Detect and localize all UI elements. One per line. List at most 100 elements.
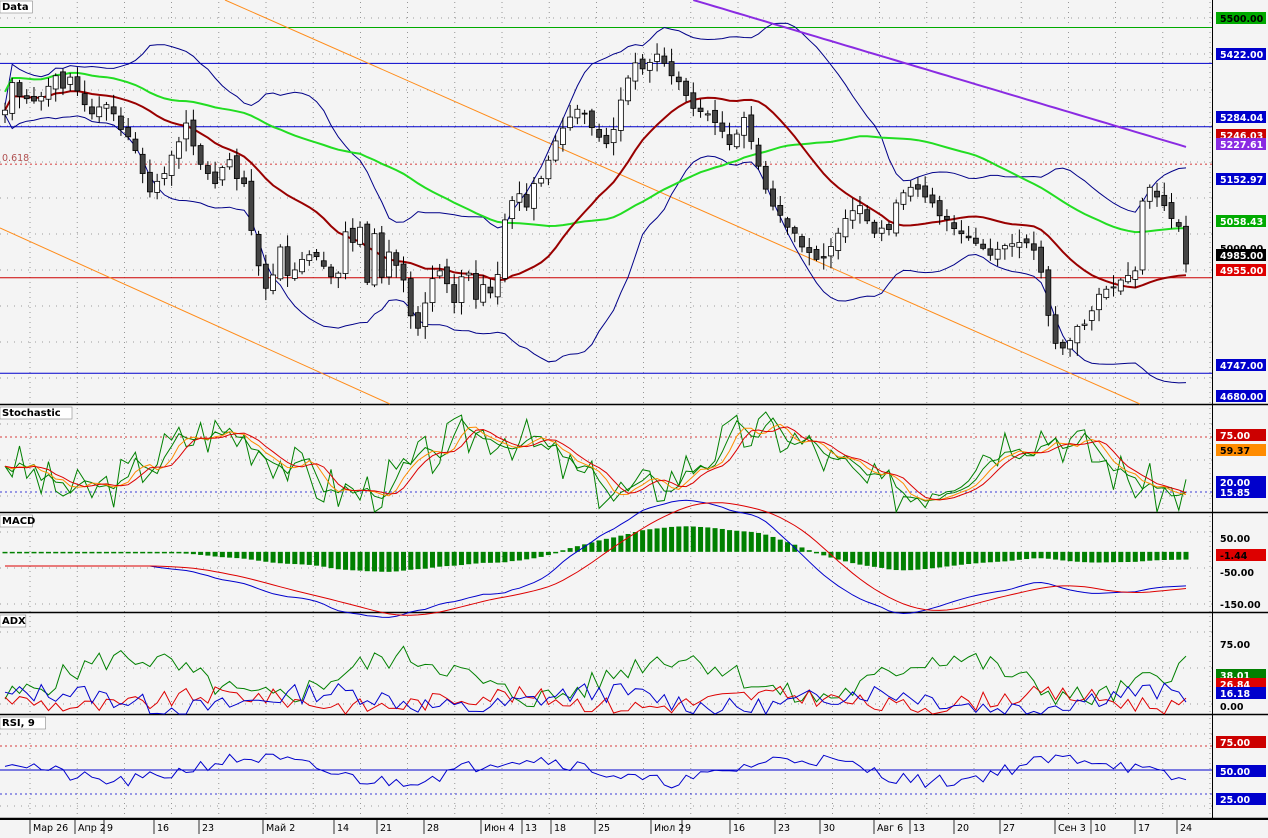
macd-bar xyxy=(343,551,349,570)
macd-bar xyxy=(466,551,472,565)
x-tick-label: 20 xyxy=(957,823,969,834)
macd-bar xyxy=(886,551,892,570)
candle-body xyxy=(1081,323,1088,326)
candle-body xyxy=(965,235,972,239)
x-tick-label: Мар 26 xyxy=(33,823,68,834)
axis-tag-label: 0.00 xyxy=(1220,702,1244,713)
macd-bar xyxy=(937,551,943,568)
macd-bar xyxy=(169,551,175,554)
macd-bar xyxy=(154,551,160,554)
macd-bar xyxy=(734,530,740,552)
stoch-line xyxy=(4,426,1187,501)
axis-tag: 5227.61 xyxy=(1216,138,1266,151)
macd-bar xyxy=(9,551,15,554)
axis-tag-label: 4985.00 xyxy=(1220,251,1264,262)
macd-bar xyxy=(553,551,559,554)
candle-body xyxy=(190,119,197,147)
candle-body xyxy=(813,249,820,260)
candle-body xyxy=(915,184,921,190)
candle-body xyxy=(328,266,334,278)
candle-body xyxy=(799,236,805,248)
axis-tag: 4955.00 xyxy=(1216,264,1266,277)
panel-data-frame xyxy=(0,2,1268,406)
candle-body xyxy=(770,188,776,207)
candle-body xyxy=(588,110,595,129)
macd-bar xyxy=(111,551,117,554)
candle-body xyxy=(161,173,168,179)
candle-body xyxy=(559,127,566,145)
candle-body xyxy=(1110,286,1117,289)
candle-body xyxy=(632,62,639,82)
ma-purple-line xyxy=(693,0,1187,148)
macd-bar xyxy=(60,551,66,554)
macd-bar xyxy=(212,551,218,557)
macd-bar xyxy=(915,551,921,570)
candle-body xyxy=(400,263,407,281)
axis-tag-label: 59.37 xyxy=(1220,446,1250,457)
candle-body xyxy=(806,247,813,253)
candle-body xyxy=(125,126,132,138)
panel-title: Stochastic xyxy=(0,406,73,420)
macd-bar xyxy=(632,532,638,552)
x-tick-label: Авг 6 xyxy=(877,823,903,834)
macd-bar xyxy=(871,551,877,567)
adx-line xyxy=(4,645,1187,708)
candle-body xyxy=(1074,326,1081,344)
macd-bar xyxy=(444,551,450,567)
macd-bar xyxy=(24,551,30,554)
macd-bar xyxy=(900,551,906,571)
axis-tag-label: 5058.43 xyxy=(1220,217,1263,228)
macd-bar xyxy=(1024,551,1030,560)
macd-bar xyxy=(1074,551,1080,562)
macd-bar xyxy=(813,551,819,554)
axis-tag-label: 20.00 xyxy=(1220,478,1250,489)
x-tick-label: 17 xyxy=(1138,823,1150,834)
x-tick-label: 14 xyxy=(337,823,349,834)
macd-bar xyxy=(1183,551,1189,560)
panel-title-text: RSI, 9 xyxy=(2,718,35,729)
macd-bar xyxy=(357,551,363,571)
x-tick-label: 18 xyxy=(554,823,566,834)
panel-adx-frame xyxy=(0,616,1268,716)
candle-body xyxy=(581,112,588,115)
axis-tag: 0.00 xyxy=(1220,702,1244,713)
macd-bar xyxy=(531,551,537,559)
macd-bar xyxy=(864,551,870,566)
candle-body xyxy=(139,153,146,174)
candle-body xyxy=(1067,340,1073,350)
macd-bar xyxy=(1016,551,1022,560)
macd-bar xyxy=(1089,551,1095,563)
candle-body xyxy=(306,254,313,261)
axis-tag: 4680.00 xyxy=(1216,390,1266,403)
macd-bar xyxy=(415,551,421,570)
candle-body xyxy=(371,233,378,286)
macd-bar xyxy=(1082,551,1088,563)
axis-tag-label: -1.44 xyxy=(1220,551,1248,562)
panel-rsi-frame xyxy=(0,718,1268,820)
macd-bar xyxy=(118,551,124,554)
macd-bar xyxy=(669,526,675,552)
candle-body xyxy=(661,55,668,64)
macd-bar xyxy=(958,551,964,565)
candle-body xyxy=(1146,186,1153,202)
candle-body xyxy=(473,273,479,300)
macd-bar xyxy=(676,526,682,552)
axis-tag-label: 16.18 xyxy=(1220,689,1250,700)
macd-bar xyxy=(16,551,22,554)
candle-body xyxy=(972,237,979,244)
candles xyxy=(2,43,1189,357)
candle-body xyxy=(502,219,508,279)
macd-bar xyxy=(524,551,530,560)
panel-title: RSI, 9 xyxy=(0,716,46,730)
candle-body xyxy=(871,221,878,234)
macd-bar xyxy=(379,551,385,572)
candle-body xyxy=(429,278,436,304)
candle-body xyxy=(1139,200,1146,271)
candle-body xyxy=(1175,222,1182,227)
macd-bar xyxy=(690,526,696,552)
macd-bar xyxy=(1125,551,1131,562)
macd-bar xyxy=(1096,551,1102,563)
x-tick-label: 9 xyxy=(685,823,691,834)
axis-tag: -150.00 xyxy=(1220,600,1261,611)
